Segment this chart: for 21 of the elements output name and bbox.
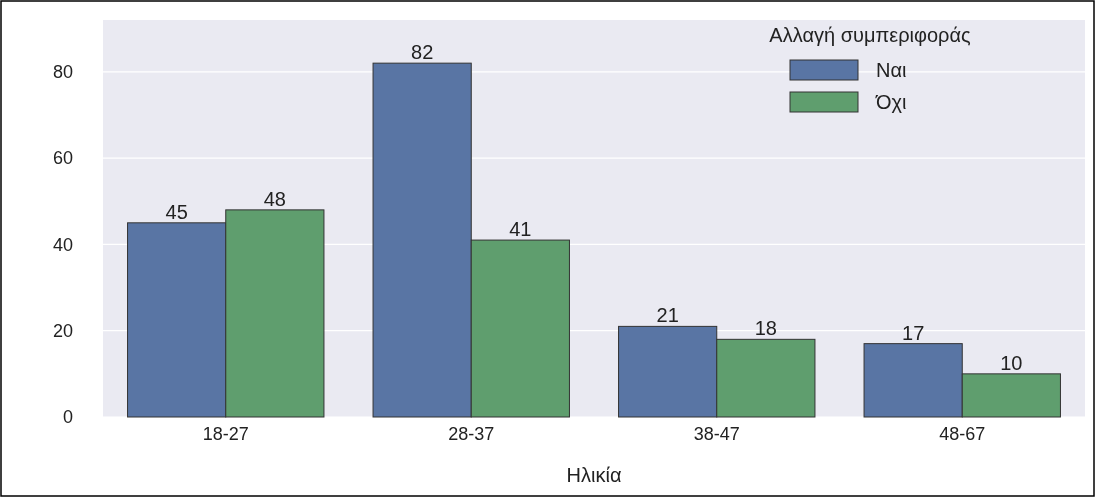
- data-label: 17: [902, 321, 925, 344]
- y-tick-label: 20: [52, 320, 73, 341]
- x-tick-label: 28-37: [448, 423, 495, 444]
- legend-title: Αλλαγή συμπεριφοράς: [769, 24, 971, 46]
- x-axis-title: Ηλικία: [566, 464, 622, 486]
- data-label: 82: [411, 41, 434, 64]
- data-label: 41: [509, 218, 532, 241]
- x-tick-label: 48-67: [939, 423, 986, 444]
- x-tick-label: 38-47: [693, 423, 740, 444]
- y-tick-label: 0: [62, 407, 73, 428]
- x-tick-label: 18-27: [202, 423, 249, 444]
- data-label: 48: [263, 187, 286, 210]
- legend-label: Ναι: [876, 59, 907, 81]
- data-label: 10: [1000, 351, 1023, 374]
- legend-label: Όχι: [875, 91, 907, 113]
- y-tick-label: 80: [52, 62, 73, 83]
- y-tick-label: 60: [52, 148, 73, 169]
- data-label: 18: [754, 317, 777, 340]
- data-label: 45: [165, 200, 188, 223]
- y-tick-label: 40: [52, 234, 73, 255]
- data-label: 21: [656, 304, 679, 327]
